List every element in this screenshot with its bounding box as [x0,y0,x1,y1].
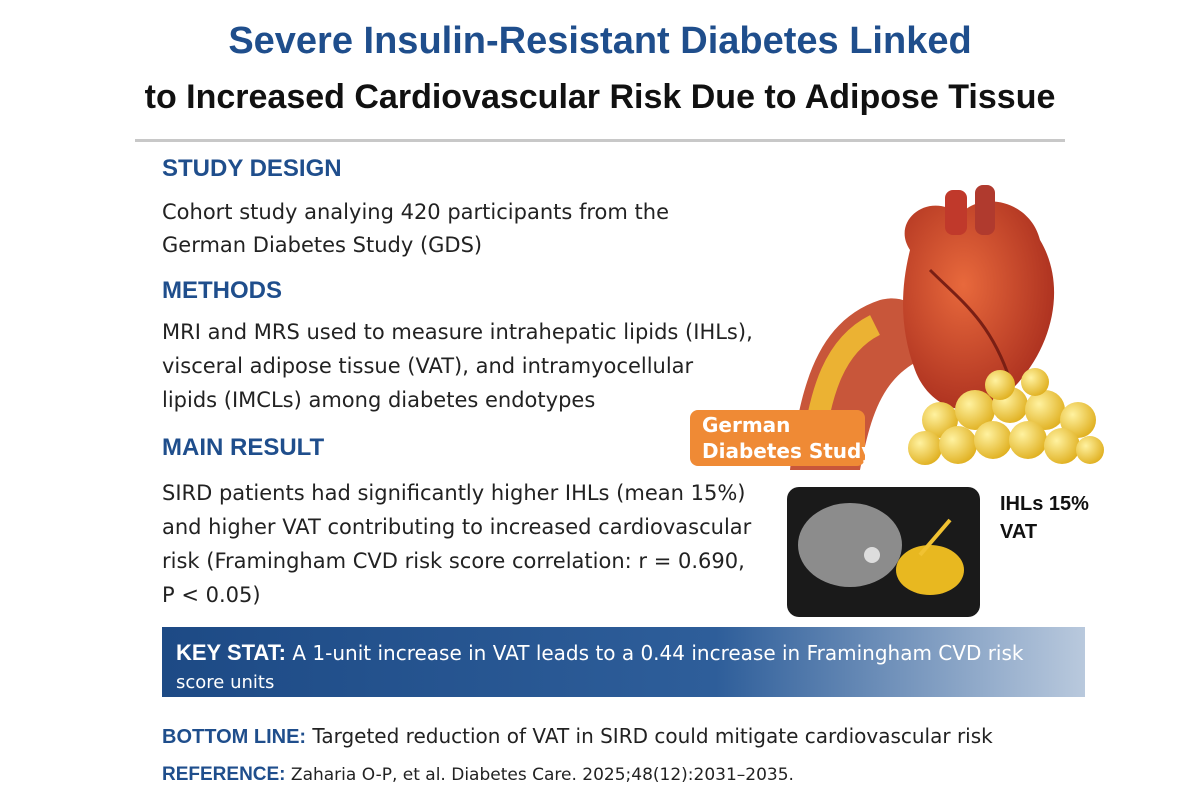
section-text: lipids (IMCLs) among diabetes endotypes [162,388,596,412]
section-text: and higher VAT contributing to increased… [162,515,752,539]
bottom-line-text: Targeted reduction of VAT in SIRD could … [312,724,993,748]
mri-label: IHLs 15% [1000,493,1089,515]
section-text: risk (Framingham CVD risk score correlat… [162,549,745,573]
section-text: German Diabetes Study (GDS) [162,233,483,257]
key-stat-label: KEY STAT: [176,640,287,665]
divider [135,139,1065,142]
mri-image [787,487,980,617]
subtitle: to Increased Cardiovascular Risk Due to … [144,78,1056,116]
section-heading: STUDY DESIGN [162,155,342,182]
bottom-line-label: BOTTOM LINE: [162,726,307,748]
section-text: Cohort study analying 420 participants f… [162,200,669,224]
section-text: MRI and MRS used to measure intrahepatic… [162,320,753,344]
badge-text: German [702,413,791,437]
key-stat-text: A 1-unit increase in VAT leads to a 0.44… [292,641,1024,665]
title: Severe Insulin-Resistant Diabetes Linked [228,20,972,62]
heart-illustration [690,185,1104,470]
reference: REFERENCE: Zaharia O-P, et al. Diabetes … [162,764,794,786]
section-heading: MAIN RESULT [162,434,325,461]
section-text: visceral adipose tissue (VAT), and intra… [162,354,694,378]
bottom-line: BOTTOM LINE: Targeted reduction of VAT i… [162,724,993,749]
reference-text: Zaharia O-P, et al. Diabetes Care. 2025;… [290,765,794,785]
section-text: P < 0.05) [162,583,261,607]
section-heading: METHODS [162,277,282,304]
badge-text: Diabetes Study [702,439,875,463]
key-stat-text: score units [176,672,275,693]
key-stat-box [162,627,1085,697]
reference-label: REFERENCE: [162,764,286,785]
mri-label: VAT [1000,521,1038,543]
key-stat: KEY STAT: A 1-unit increase in VAT leads… [176,640,1023,666]
section-text: SIRD patients had significantly higher I… [162,481,746,505]
